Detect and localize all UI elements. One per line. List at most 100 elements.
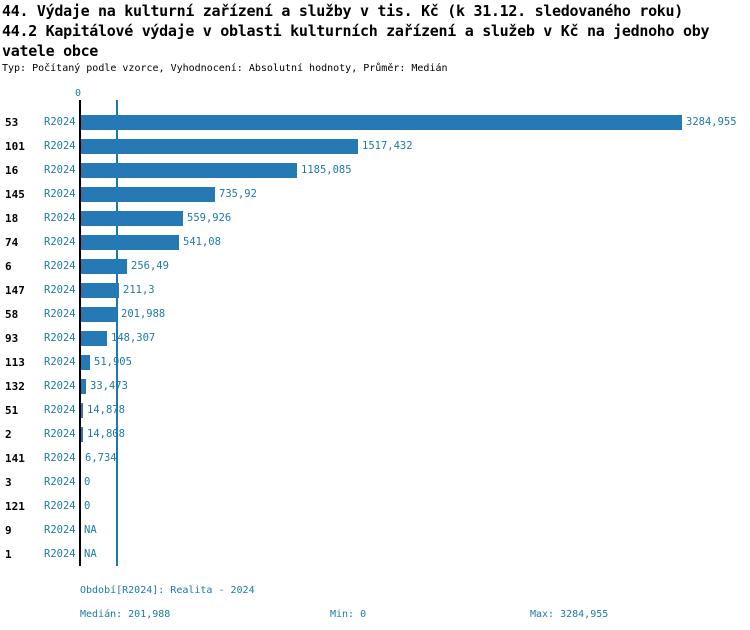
row-id-label: 16 — [5, 163, 19, 177]
bar — [80, 114, 682, 130]
bar-value-label: 0 — [84, 476, 91, 488]
bar-row: 53 R2024 3284,955 — [0, 110, 750, 134]
row-series-label: R2024 — [44, 524, 76, 536]
bar — [80, 258, 127, 274]
bar — [80, 402, 83, 418]
row-id-label: 2 — [5, 427, 12, 441]
bar — [80, 378, 86, 394]
row-id-label: 141 — [5, 451, 25, 465]
row-series-label: R2024 — [44, 380, 76, 392]
row-id-label: 93 — [5, 331, 19, 345]
bar-row: 141 R2024 6,734 — [0, 446, 750, 470]
row-id-label: 58 — [5, 307, 19, 321]
row-id-label: 74 — [5, 235, 19, 249]
row-id-label: 9 — [5, 523, 12, 537]
bar-value-label: 14,878 — [87, 404, 125, 416]
row-id-label: 6 — [5, 259, 12, 273]
bar-row: 51 R2024 14,878 — [0, 398, 750, 422]
bar — [80, 282, 119, 298]
row-id-label: 53 — [5, 115, 19, 129]
y-axis-line — [79, 100, 81, 566]
bar-row: 74 R2024 541,08 — [0, 230, 750, 254]
bar-row: 147 R2024 211,3 — [0, 278, 750, 302]
bar-row: 113 R2024 51,905 — [0, 350, 750, 374]
row-series-label: R2024 — [44, 284, 76, 296]
median-reference-line — [116, 100, 118, 566]
bar-value-label: 51,905 — [94, 356, 132, 368]
row-series-label: R2024 — [44, 140, 76, 152]
bar-value-label: 201,988 — [121, 308, 166, 320]
row-id-label: 121 — [5, 499, 25, 513]
row-id-label: 3 — [5, 475, 12, 489]
row-series-label: R2024 — [44, 356, 76, 368]
bar — [80, 234, 179, 250]
row-series-label: R2024 — [44, 332, 76, 344]
bar-row: 18 R2024 559,926 — [0, 206, 750, 230]
bar-row: 3 R2024 0 — [0, 470, 750, 494]
bar-value-label: 148,307 — [111, 332, 156, 344]
row-series-label: R2024 — [44, 116, 76, 128]
bar-row: 16 R2024 1185,085 — [0, 158, 750, 182]
footer-min-label: Min: 0 — [330, 609, 367, 620]
chart-title-line2: 44.2 Kapitálové výdaje v oblasti kulturn… — [2, 22, 710, 40]
bar — [80, 306, 117, 322]
bar — [80, 162, 297, 178]
bar-rows-container: 53 R2024 3284,955 101 R2024 1517,432 16 R2024 11… — [0, 110, 750, 566]
axis-zero-tick-label: 0 — [74, 88, 82, 99]
bar-value-label: 735,92 — [219, 188, 257, 200]
row-id-label: 101 — [5, 139, 25, 153]
footer-period-label: Období[R2024]: Realita - 2024 — [80, 585, 255, 596]
bar-row: 2 R2024 14,808 — [0, 422, 750, 446]
row-series-label: R2024 — [44, 188, 76, 200]
bar-value-label: 1517,432 — [362, 140, 413, 152]
bar — [80, 426, 83, 442]
bar-row: 93 R2024 148,307 — [0, 326, 750, 350]
bar — [80, 354, 90, 370]
row-id-label: 51 — [5, 403, 19, 417]
row-id-label: 18 — [5, 211, 19, 225]
bar-value-label: 0 — [84, 500, 91, 512]
row-id-label: 132 — [5, 379, 25, 393]
bar-value-label: 559,926 — [187, 212, 232, 224]
bar — [80, 138, 358, 154]
row-series-label: R2024 — [44, 476, 76, 488]
row-series-label: R2024 — [44, 452, 76, 464]
row-series-label: R2024 — [44, 212, 76, 224]
bar — [80, 210, 183, 226]
chart-subtitle: Typ: Počítaný podle vzorce, Vyhodnocení:… — [2, 63, 448, 74]
bar-value-label: 6,734 — [85, 452, 117, 464]
bar-value-label: 541,08 — [183, 236, 221, 248]
row-series-label: R2024 — [44, 236, 76, 248]
row-series-label: R2024 — [44, 500, 76, 512]
footer-max-label: Max: 3284,955 — [530, 609, 609, 620]
row-series-label: R2024 — [44, 308, 76, 320]
bar-row: 58 R2024 201,988 — [0, 302, 750, 326]
bar-value-label: NA — [84, 524, 97, 536]
bar-row: 145 R2024 735,92 — [0, 182, 750, 206]
chart-title-line3: vatele obce — [2, 42, 99, 60]
chart-title-line1: 44. Výdaje na kulturní zařízení a služby… — [2, 2, 684, 20]
bar-value-label: 33,473 — [90, 380, 128, 392]
bar-row: 121 R2024 0 — [0, 494, 750, 518]
bar-value-label: NA — [84, 548, 97, 560]
bar — [80, 330, 107, 346]
bar-value-label: 256,49 — [131, 260, 169, 272]
row-id-label: 1 — [5, 547, 12, 561]
bar-value-label: 1185,085 — [301, 164, 352, 176]
row-id-label: 113 — [5, 355, 25, 369]
bar-row: 6 R2024 256,49 — [0, 254, 750, 278]
row-series-label: R2024 — [44, 428, 76, 440]
row-id-label: 145 — [5, 187, 25, 201]
bar-row: 9 R2024 NA — [0, 518, 750, 542]
row-series-label: R2024 — [44, 260, 76, 272]
bar — [80, 186, 215, 202]
row-series-label: R2024 — [44, 548, 76, 560]
row-series-label: R2024 — [44, 404, 76, 416]
bar-value-label: 3284,955 — [686, 116, 737, 128]
bar-row: 132 R2024 33,473 — [0, 374, 750, 398]
row-series-label: R2024 — [44, 164, 76, 176]
bar-row: 101 R2024 1517,432 — [0, 134, 750, 158]
row-id-label: 147 — [5, 283, 25, 297]
bar-value-label: 14,808 — [87, 428, 125, 440]
